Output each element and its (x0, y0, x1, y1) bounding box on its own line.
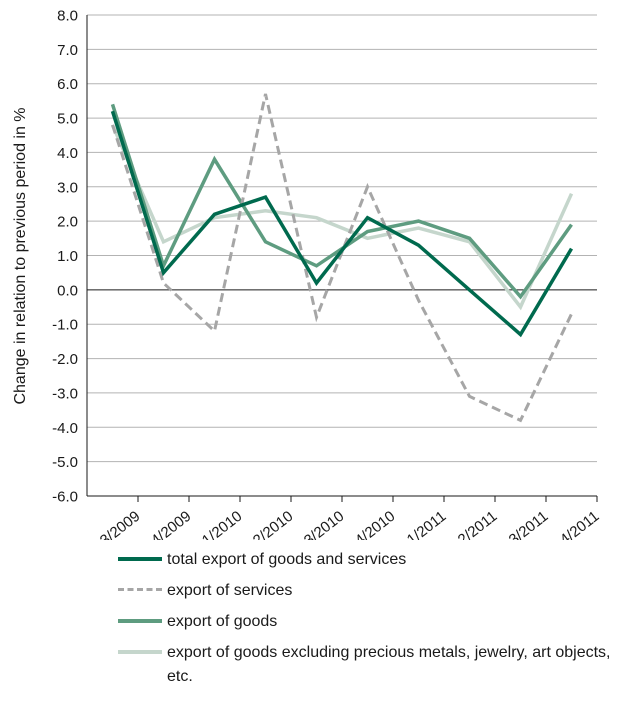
y-tick-label: 7.0 (57, 42, 78, 59)
legend-label: export of goods (167, 613, 278, 630)
y-tick-label: -2.0 (52, 351, 78, 368)
x-tick-label: 3/2009 (97, 508, 144, 540)
x-tick-label: 4/2011 (557, 508, 603, 540)
y-tick-label: 1.0 (57, 248, 78, 265)
x-tick-label: 2/2011 (455, 508, 501, 540)
series-lines (110, 93, 574, 423)
y-tick-label: -3.0 (52, 385, 78, 402)
y-tick-label: 6.0 (57, 76, 78, 93)
legend-swatch-total-export (118, 557, 162, 561)
y-tick-label: -6.0 (52, 489, 78, 506)
y-tick-label: -1.0 (52, 317, 78, 334)
legend-swatch-goods-excluding (118, 650, 162, 654)
y-tick-label: 4.0 (57, 145, 78, 162)
legend-item: export of goods excluding precious metal… (118, 641, 618, 685)
axes (86, 15, 598, 502)
series-line (111, 93, 573, 423)
y-tick-label: 5.0 (57, 111, 78, 128)
series-line (110, 110, 574, 338)
series-line (110, 103, 573, 300)
legend-swatch-goods (118, 619, 162, 623)
legend-label: export of goods excluding precious metal… (167, 644, 611, 685)
legend-label: export of services (167, 582, 293, 599)
x-tick-label: 3/2010 (301, 508, 348, 540)
series-line (110, 124, 574, 311)
legend-swatch-services (118, 588, 162, 591)
x-tick-label: 4/2009 (148, 508, 195, 540)
legend-item: export of goods (118, 610, 618, 641)
x-tick-label: 1/2010 (199, 508, 246, 540)
line-chart: 8.0 7.0 6.0 5.0 4.0 3.0 2.0 1.0 0.0 -1.0 -2.0 -3.0 -… (12, 8, 603, 541)
x-tick-label: 1/2011 (404, 508, 450, 540)
y-axis-label: Change in relation to previous period in… (12, 107, 29, 404)
x-tick-labels: 3/2009 4/2009 1/2010 2/2010 3/2010 4/2010 1/20… (97, 508, 603, 540)
x-tick-label: 4/2010 (352, 508, 399, 540)
y-tick-label: 8.0 (57, 8, 78, 25)
y-tick-labels: 8.0 7.0 6.0 5.0 4.0 3.0 2.0 1.0 0.0 -1.0 -2.0 -3.0 -… (52, 8, 78, 506)
legend: total export of goods and services expor… (118, 548, 618, 685)
y-tick-label: 3.0 (57, 179, 78, 196)
gridlines (87, 14, 597, 463)
y-tick-label: -5.0 (52, 454, 78, 471)
y-tick-label: 0.0 (57, 282, 78, 299)
legend-label: total export of goods and services (167, 551, 407, 568)
legend-item: export of services (118, 579, 618, 610)
legend-item: total export of goods and services (118, 548, 618, 579)
y-tick-label: -4.0 (52, 420, 78, 437)
y-tick-label: 2.0 (57, 214, 78, 231)
x-tick-label: 3/2011 (506, 508, 552, 540)
x-tick-label: 2/2010 (250, 508, 297, 540)
